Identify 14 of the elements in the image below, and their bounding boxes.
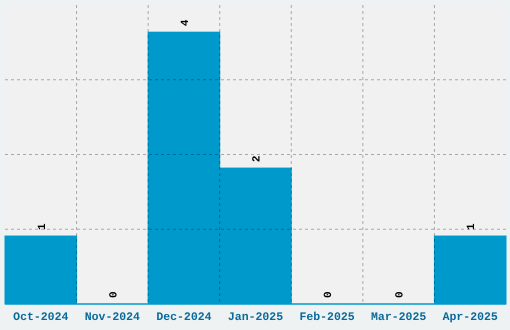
data-label: 2 [252, 155, 264, 162]
data-label: 4 [180, 19, 192, 26]
x-tick-label: Jan-2025 [228, 311, 284, 324]
data-label: 0 [323, 291, 336, 298]
x-tick-label: Apr-2025 [442, 311, 498, 324]
x-tick-label: Oct-2024 [13, 311, 68, 324]
x-tick-label: Nov-2024 [84, 311, 140, 324]
x-tick-label: Mar-2025 [371, 311, 426, 324]
data-label: 0 [108, 291, 120, 298]
data-label: 1 [36, 223, 49, 230]
x-tick-label: Feb-2025 [299, 311, 355, 324]
data-label: 1 [466, 223, 478, 230]
x-tick-label: Dec-2024 [156, 311, 212, 324]
data-label: 0 [394, 291, 407, 298]
